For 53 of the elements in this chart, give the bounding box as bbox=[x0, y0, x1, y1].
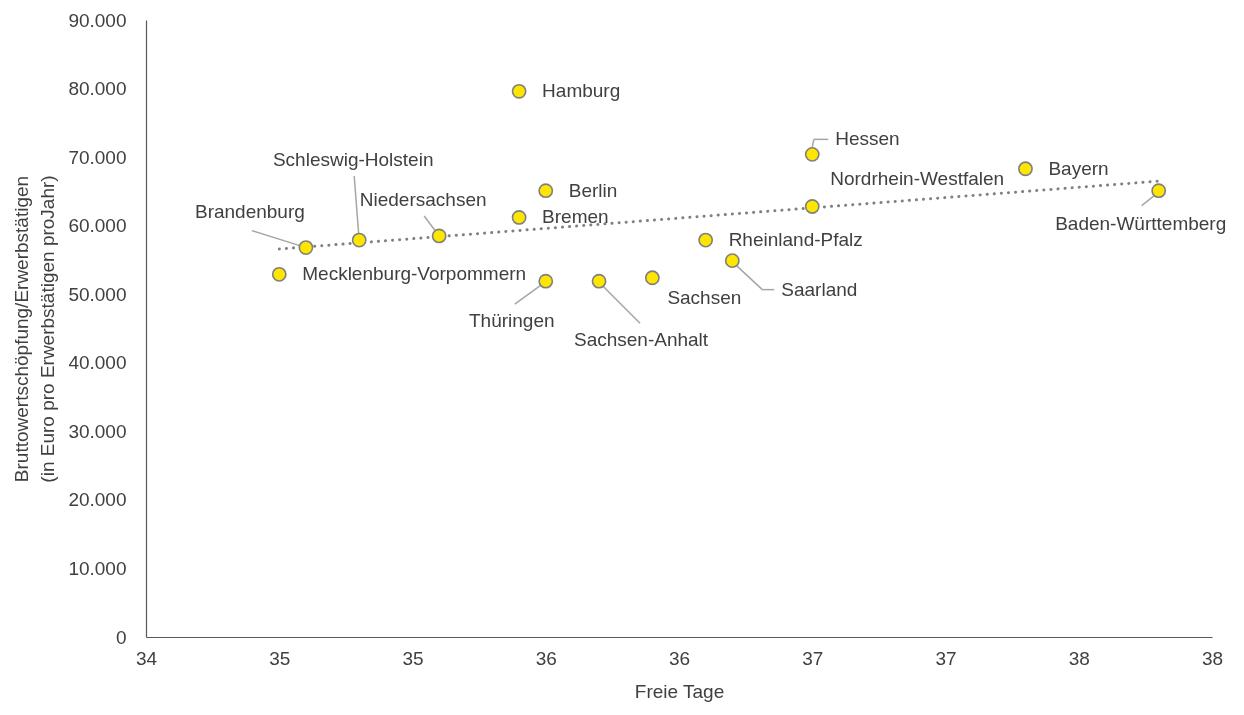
x-tick-label: 38 bbox=[1201, 647, 1224, 669]
point bbox=[298, 240, 314, 256]
y-tick-label: 50.000 bbox=[68, 283, 127, 305]
x-tick-label: 34 bbox=[135, 647, 158, 669]
annotation: Saarland bbox=[781, 278, 858, 300]
annotation: Thüringen bbox=[468, 310, 555, 332]
x-tick-label: 37 bbox=[802, 647, 824, 669]
point bbox=[538, 273, 554, 289]
point bbox=[804, 199, 820, 214]
annotation: Mecklenburg-Vorpommern bbox=[302, 263, 527, 285]
y-axis-title: Bruttowertschöpfung/Erwerbstätigen (in Euro pro Erwerbstätigen proJahr) bbox=[11, 175, 59, 483]
point bbox=[271, 266, 287, 282]
point bbox=[538, 183, 554, 199]
y-tick-label: 70.000 bbox=[68, 146, 127, 168]
x-tick-label: 35 bbox=[269, 647, 291, 669]
annotation: Sachsen bbox=[667, 286, 742, 308]
annotation: Brandenburg bbox=[194, 200, 305, 222]
y-tick-label: 90.000 bbox=[68, 9, 127, 31]
x-tick-label: 35 bbox=[402, 647, 424, 669]
annotation: Hamburg bbox=[542, 80, 621, 102]
point bbox=[644, 270, 660, 286]
annotation: Rheinland-Pfalz bbox=[728, 229, 863, 251]
point bbox=[351, 232, 367, 248]
x-tick-label: 36 bbox=[535, 647, 557, 669]
point bbox=[804, 146, 820, 162]
y-tick-label: 20.000 bbox=[68, 489, 127, 511]
annotation: Hessen bbox=[835, 128, 900, 150]
y-tick-label: 80.000 bbox=[68, 78, 127, 100]
y-tick-label: 60.000 bbox=[68, 215, 127, 237]
annotation: Sachsen-Anhalt bbox=[573, 329, 709, 351]
x-tick-label: 38 bbox=[1068, 647, 1090, 669]
annotation: Baden-Württemberg bbox=[1055, 212, 1227, 234]
point bbox=[591, 273, 607, 289]
x-tick-label: 36 bbox=[668, 647, 691, 669]
point bbox=[1151, 183, 1167, 199]
point bbox=[511, 210, 527, 225]
point bbox=[724, 253, 740, 269]
annotation: Schleswig-Holstein bbox=[272, 149, 434, 171]
annotation: Nordrhein-Westfalen bbox=[830, 168, 1005, 190]
annotation: Berlin bbox=[568, 179, 618, 201]
y-tick-label: 40.000 bbox=[68, 352, 127, 374]
point bbox=[431, 228, 447, 244]
point bbox=[698, 232, 714, 248]
y-tick-label: 30.000 bbox=[68, 420, 127, 442]
point bbox=[1018, 161, 1033, 177]
annotation: Niedersachsen bbox=[359, 188, 487, 210]
x-tick-label: 37 bbox=[935, 647, 957, 669]
annotation: Bayern bbox=[1048, 157, 1109, 179]
annotation: Bremen bbox=[542, 206, 609, 228]
point bbox=[511, 83, 527, 99]
y-tick-label: 0 bbox=[115, 626, 127, 648]
x-axis-title: Freie Tage bbox=[634, 680, 725, 702]
y-tick-label: 10.000 bbox=[68, 557, 127, 579]
